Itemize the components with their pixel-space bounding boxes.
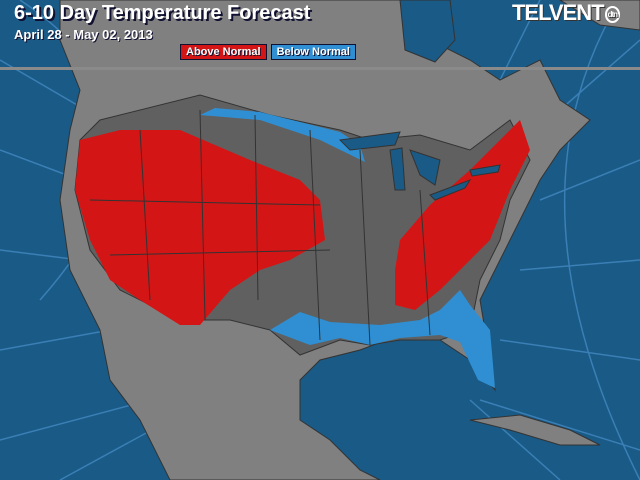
land-greenland xyxy=(559,0,640,31)
page-title: 6-10 Day Temperature Forecast xyxy=(14,2,311,24)
state-borders xyxy=(89,109,431,346)
land-cuba xyxy=(469,414,601,446)
dtn-badge: dtn xyxy=(604,5,620,23)
hudson-bay xyxy=(399,0,456,63)
below-normal-north xyxy=(200,108,365,162)
legend-above-normal: Above Normal xyxy=(180,44,267,60)
date-range: April 28 - May 02, 2013 xyxy=(14,27,153,42)
logo-text: TELVENT xyxy=(511,0,605,25)
above-normal-west xyxy=(75,130,325,325)
telvent-logo: TELVENT dtn xyxy=(512,0,620,26)
great-lakes xyxy=(338,131,501,201)
legend: Above Normal Below Normal xyxy=(180,44,356,60)
header-divider xyxy=(0,67,640,70)
below-normal-south xyxy=(270,290,495,388)
legend-below-normal: Below Normal xyxy=(270,44,356,60)
